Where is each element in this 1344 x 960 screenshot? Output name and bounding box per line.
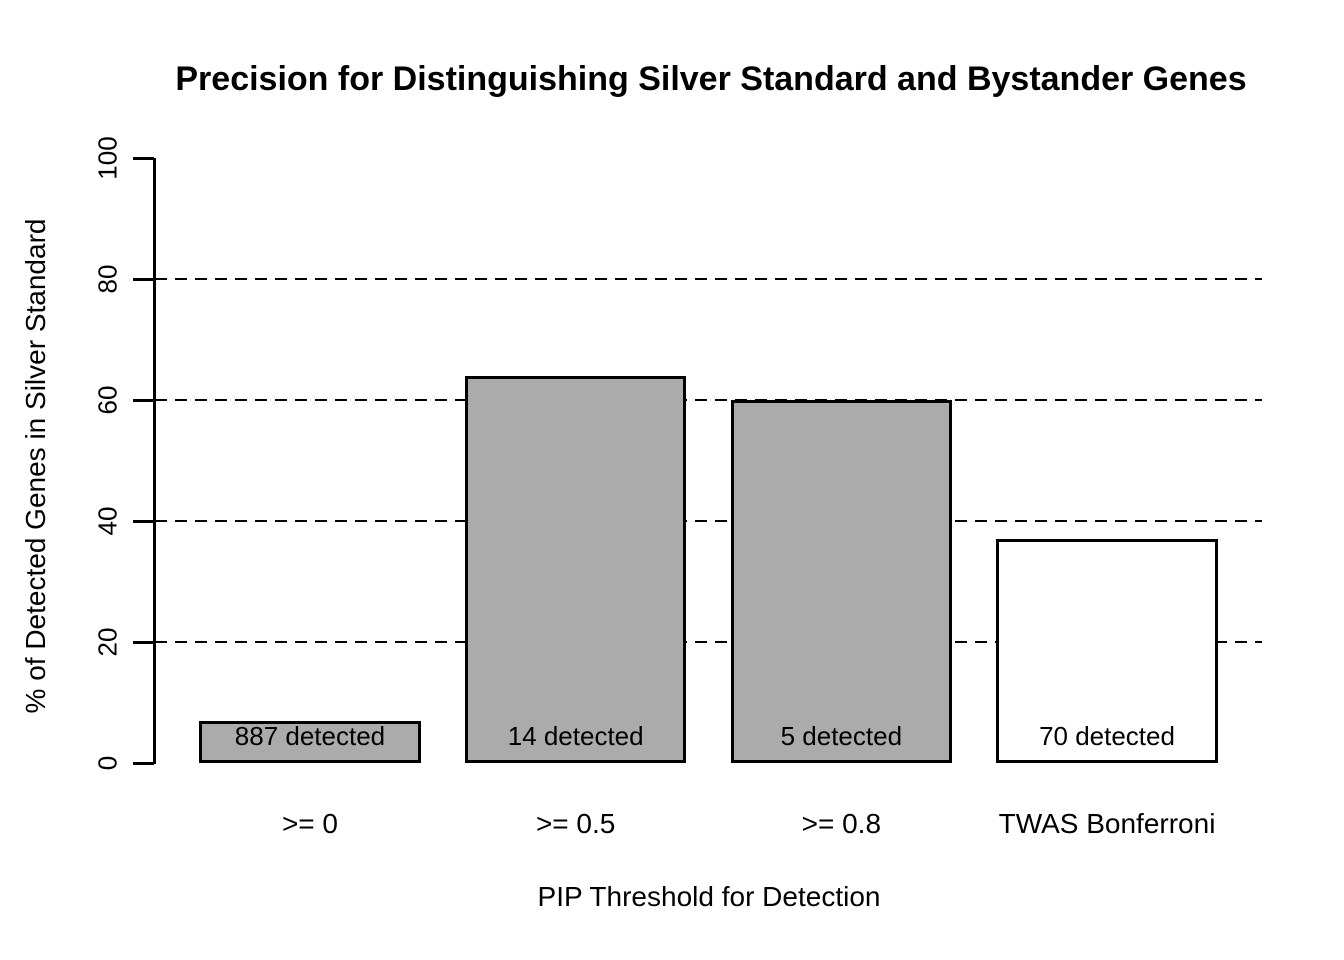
plot-area: 887 detected 14 detected 5 detected 70 dete… <box>155 158 1262 763</box>
chart-title: Precision for Distinguishing Silver Stan… <box>175 60 1247 98</box>
bar-count-label: 887 detected <box>234 721 386 751</box>
bar-count-label: 70 detected <box>1039 721 1175 751</box>
x-category-label-3: >= 0.8 <box>801 808 882 839</box>
gridline-60 <box>155 399 1262 401</box>
x-category-label-2: >= 0.5 <box>535 808 616 839</box>
x-category-label-4: TWAS Bonferroni <box>998 808 1216 839</box>
y-tick-label-60: 60 <box>92 385 123 415</box>
y-tick-mark-0 <box>133 761 154 765</box>
y-axis-line <box>153 158 156 764</box>
x-category-label-1: >= 0 <box>281 808 338 839</box>
bar-3: 5 detected <box>730 400 953 763</box>
bar-count-label: 14 detected <box>507 721 644 751</box>
x-axis-title: PIP Threshold for Detection <box>537 881 881 912</box>
y-tick-mark-80 <box>133 277 154 281</box>
y-tick-label-100: 100 <box>92 136 123 180</box>
bar-count-label: 5 detected <box>780 721 903 751</box>
bar-1: 887 detected <box>199 721 421 763</box>
y-tick-mark-40 <box>133 519 154 523</box>
gridline-80 <box>155 278 1262 280</box>
bar-4: 70 detected <box>996 539 1218 763</box>
gridline-40 <box>155 520 1262 522</box>
y-axis-title: % of Detected Genes in Silver Standard <box>20 218 51 714</box>
gridline-20 <box>155 641 1262 643</box>
y-tick-label-0: 0 <box>92 755 123 771</box>
y-tick-mark-100 <box>133 156 154 160</box>
y-tick-mark-20 <box>133 640 154 644</box>
bar-2: 14 detected <box>464 376 687 763</box>
y-tick-label-40: 40 <box>92 506 123 536</box>
y-tick-label-80: 80 <box>92 264 123 294</box>
y-tick-label-20: 20 <box>92 627 123 657</box>
y-tick-mark-60 <box>133 398 154 402</box>
